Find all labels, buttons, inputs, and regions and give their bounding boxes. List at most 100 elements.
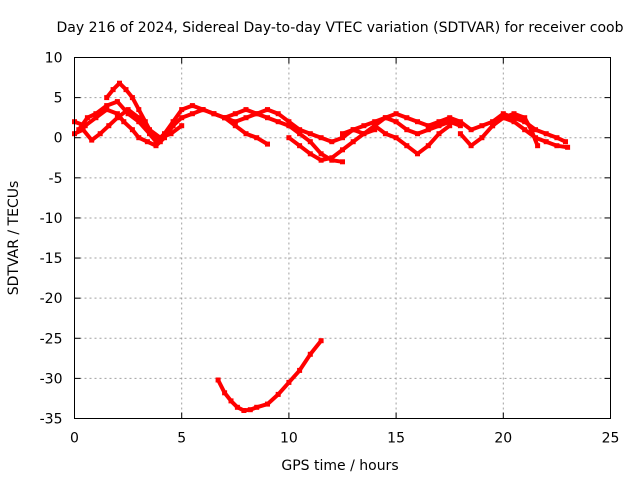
- data-point: [447, 119, 453, 125]
- data-point: [425, 127, 431, 133]
- data-point: [543, 131, 549, 137]
- data-point: [125, 107, 131, 113]
- data-point: [147, 127, 152, 133]
- data-point: [535, 143, 541, 149]
- data-point: [297, 131, 303, 137]
- data-point: [307, 351, 313, 357]
- data-point: [129, 95, 135, 101]
- data-point: [97, 131, 103, 137]
- data-point: [340, 147, 345, 153]
- data-series: [72, 80, 571, 413]
- data-point: [318, 135, 324, 141]
- data-point: [89, 137, 95, 143]
- data-point: [123, 87, 129, 93]
- y-axis-label: SDTVAR / TECUs: [6, 181, 22, 296]
- data-point: [297, 127, 303, 133]
- data-point: [350, 127, 356, 133]
- y-tick-label: -30: [40, 371, 63, 387]
- data-point: [117, 80, 122, 86]
- data-point: [329, 155, 335, 161]
- data-point: [114, 111, 120, 117]
- data-point: [425, 123, 431, 129]
- data-point: [110, 87, 116, 93]
- data-point: [457, 123, 463, 129]
- data-point: [528, 127, 534, 133]
- data-point: [286, 123, 292, 129]
- x-tick-label: 15: [387, 431, 405, 447]
- data-point: [265, 115, 270, 121]
- data-point: [265, 401, 270, 407]
- series-track-8: [372, 123, 453, 157]
- data-point: [543, 139, 549, 145]
- y-tick-label: -20: [40, 291, 63, 307]
- data-point: [404, 143, 410, 149]
- data-point: [144, 139, 150, 145]
- data-point: [393, 119, 399, 125]
- data-point: [372, 127, 378, 133]
- data-point: [350, 139, 356, 145]
- data-point: [425, 143, 431, 149]
- data-point: [189, 111, 195, 117]
- data-point: [340, 159, 345, 165]
- data-point: [479, 123, 485, 129]
- x-axis-label: GPS time / hours: [281, 458, 398, 474]
- data-point: [297, 367, 303, 373]
- data-point: [265, 141, 270, 147]
- series-track-line: [216, 338, 324, 413]
- data-point: [254, 111, 260, 117]
- y-tick-label: -15: [40, 251, 63, 267]
- data-point: [232, 123, 238, 129]
- data-point: [307, 151, 313, 157]
- data-point: [500, 115, 506, 121]
- data-point: [447, 123, 453, 129]
- data-point: [247, 407, 253, 413]
- data-point: [307, 131, 313, 137]
- x-tick-label: 0: [70, 431, 79, 447]
- data-point: [511, 119, 517, 125]
- data-point: [241, 408, 247, 413]
- data-point: [179, 107, 185, 113]
- data-point: [232, 119, 238, 125]
- data-point: [286, 135, 292, 141]
- data-point: [125, 111, 131, 117]
- axis-ticks: 0 5 10 15 20 25 10 5 0 -5 -10 -15 -20 -25 -30 -35: [40, 51, 620, 447]
- series-track-11: [215, 338, 324, 413]
- data-point: [157, 135, 163, 141]
- data-point: [511, 111, 517, 117]
- data-point: [533, 127, 538, 133]
- data-point: [415, 151, 420, 157]
- data-point: [500, 111, 506, 117]
- data-point: [232, 111, 238, 117]
- data-point: [215, 377, 221, 383]
- data-point: [415, 131, 420, 137]
- data-point: [222, 115, 228, 121]
- data-point: [200, 107, 206, 113]
- data-point: [436, 119, 442, 125]
- data-point: [189, 103, 195, 109]
- data-point: [372, 119, 378, 125]
- data-point: [382, 115, 388, 121]
- data-point: [93, 111, 99, 117]
- data-point: [275, 111, 281, 117]
- data-point: [307, 139, 313, 145]
- data-point: [447, 115, 453, 121]
- data-point: [228, 398, 234, 404]
- data-point: [114, 99, 120, 105]
- data-point: [372, 123, 378, 129]
- data-point: [114, 115, 120, 121]
- y-tick-label: -25: [40, 331, 63, 347]
- data-point: [170, 119, 176, 125]
- data-point: [318, 157, 324, 163]
- data-point: [490, 119, 496, 125]
- data-point: [522, 115, 528, 121]
- data-point: [104, 103, 110, 109]
- data-point: [243, 107, 249, 113]
- data-point: [136, 107, 142, 113]
- data-point: [393, 135, 399, 141]
- data-point: [554, 135, 560, 141]
- data-point: [153, 143, 159, 149]
- data-point: [404, 115, 410, 121]
- data-point: [243, 115, 249, 121]
- data-point: [361, 131, 367, 137]
